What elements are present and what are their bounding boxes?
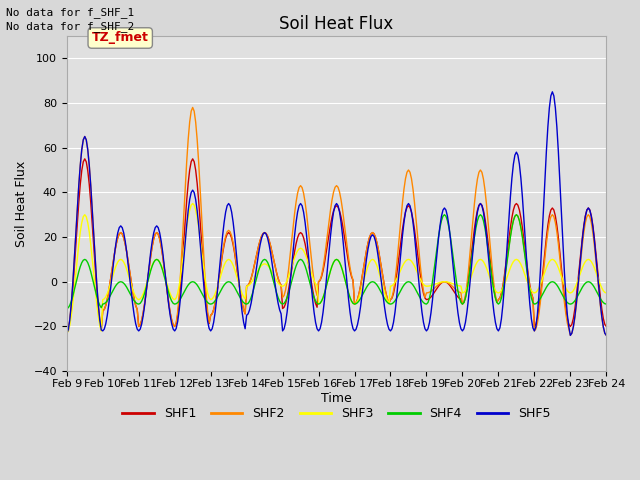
Text: No data for f_SHF_1
No data for f_SHF_2: No data for f_SHF_1 No data for f_SHF_2 (6, 7, 134, 32)
Legend: SHF1, SHF2, SHF3, SHF4, SHF5: SHF1, SHF2, SHF3, SHF4, SHF5 (117, 402, 556, 425)
Y-axis label: Soil Heat Flux: Soil Heat Flux (15, 160, 28, 247)
X-axis label: Time: Time (321, 392, 352, 405)
Text: TZ_fmet: TZ_fmet (92, 32, 148, 45)
Title: Soil Heat Flux: Soil Heat Flux (280, 15, 394, 33)
